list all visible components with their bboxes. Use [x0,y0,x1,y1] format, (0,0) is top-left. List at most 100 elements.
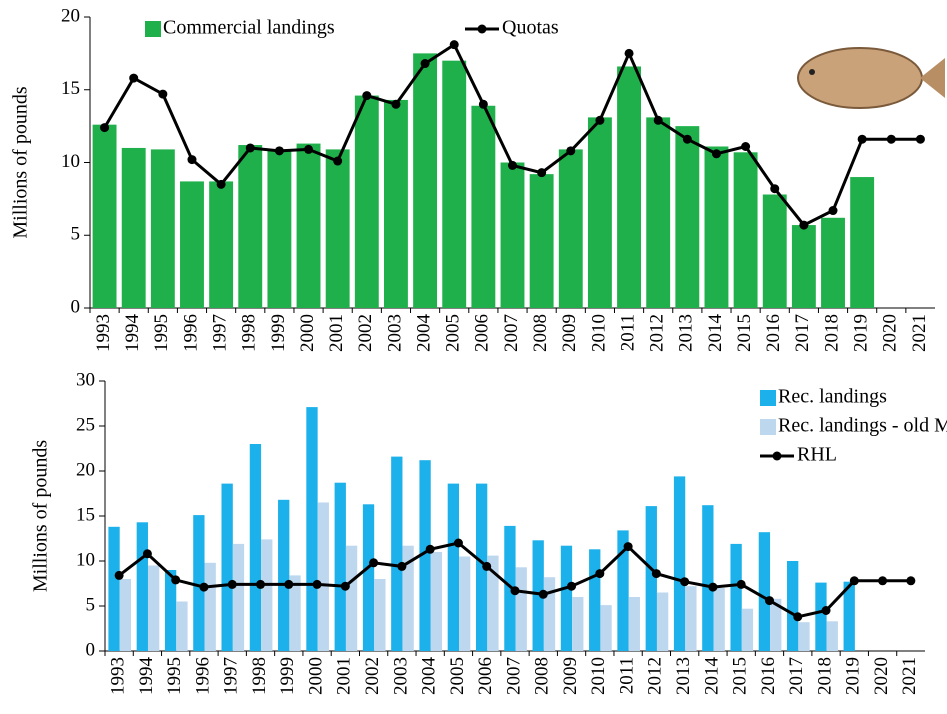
y-tick-label: 20 [76,459,95,480]
x-tick-label: 2019 [851,314,872,352]
line-marker [595,569,605,579]
x-tick-label: 2006 [475,657,496,695]
x-tick-label: 2021 [909,314,930,352]
line-marker [171,575,181,585]
bar [617,66,641,308]
fish-illustration [797,47,945,109]
line-marker [770,184,780,194]
y-axis-label: Millions of pounds [30,440,52,592]
line-marker [478,99,488,109]
x-tick-label: 2012 [647,314,668,352]
legend-swatch [145,21,161,37]
line-marker [736,579,746,589]
line-marker [793,612,803,622]
line-marker [129,73,139,83]
bar [487,555,499,651]
bar [289,575,301,651]
bar [374,579,386,651]
x-tick-label: 2003 [384,314,405,352]
bar [121,147,146,308]
bar [791,225,816,308]
x-tick-label: 2008 [532,657,553,695]
line-marker [216,179,226,189]
bar [646,117,671,309]
line-marker [915,134,925,144]
line-marker [362,91,372,101]
line-marker [482,561,492,571]
x-tick-label: 2019 [843,657,864,695]
bar [267,149,292,308]
bar [787,561,799,651]
x-tick-label: 1999 [277,657,298,695]
line-marker [274,146,284,156]
bar [306,407,318,651]
bar [362,504,375,651]
x-tick-label: 2017 [792,314,813,352]
x-tick-label: 1997 [209,314,230,352]
legend-swatch [760,390,776,406]
bar [150,149,175,308]
x-tick-label: 2000 [297,314,318,352]
line-marker [199,582,209,592]
bar [733,152,758,308]
x-tick-label: 2004 [413,314,434,353]
bar [384,99,408,308]
bar [334,482,346,651]
y-tick-label: 5 [71,224,81,245]
bar [345,545,358,651]
bar [419,460,431,651]
bar [589,549,601,651]
bar [826,621,838,651]
line-marker [420,59,430,69]
bar [176,601,188,651]
bar [850,177,875,308]
line-marker [397,561,407,571]
bar [673,476,686,651]
y-tick-label: 15 [76,504,95,525]
bar [108,526,120,651]
bar [193,515,205,651]
x-tick-label: 2011 [616,657,637,694]
bar [587,117,612,309]
bar [758,532,771,651]
line-marker [340,581,350,591]
y-tick-label: 10 [76,549,95,570]
line-marker [508,160,517,170]
line-marker [304,144,314,154]
bar [317,502,329,651]
bar [730,543,742,651]
legend-label: RHL [797,444,837,466]
x-tick-label: 2009 [560,657,581,695]
bar [119,579,132,651]
y-tick-label: 25 [76,414,95,435]
x-tick-label: 2001 [334,657,355,695]
line-marker [623,542,633,552]
x-tick-label: 1996 [180,314,201,352]
x-tick-label: 1993 [107,657,128,695]
x-tick-label: 2004 [419,657,440,696]
line-marker [682,134,692,144]
x-tick-label: 2020 [880,314,901,352]
x-tick-label: 2005 [447,657,468,695]
line-marker [857,134,867,144]
y-tick-label: 15 [61,78,80,99]
line-marker [849,576,859,586]
x-tick-label: 2002 [362,657,383,695]
line-marker [391,99,401,109]
y-tick-label: 0 [86,639,96,660]
line-marker [312,579,322,589]
line-marker [566,146,576,156]
line-marker [828,206,838,216]
x-tick-label: 2000 [305,657,326,695]
bar [543,577,556,651]
line-marker [595,115,605,125]
line-marker [567,581,577,591]
legend-label: Rec. landings [778,386,887,408]
bar [600,605,612,651]
line-marker [449,40,459,50]
bar [402,545,414,651]
x-tick-label: 2020 [871,657,892,695]
y-tick-label: 10 [61,151,80,172]
y-axis-label: Millions of pounds [10,86,32,238]
x-tick-label: 2014 [701,657,722,696]
